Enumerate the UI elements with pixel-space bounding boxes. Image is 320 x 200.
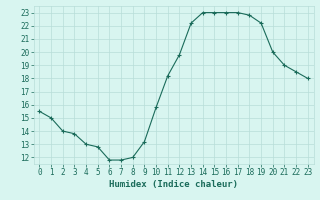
X-axis label: Humidex (Indice chaleur): Humidex (Indice chaleur) bbox=[109, 180, 238, 189]
